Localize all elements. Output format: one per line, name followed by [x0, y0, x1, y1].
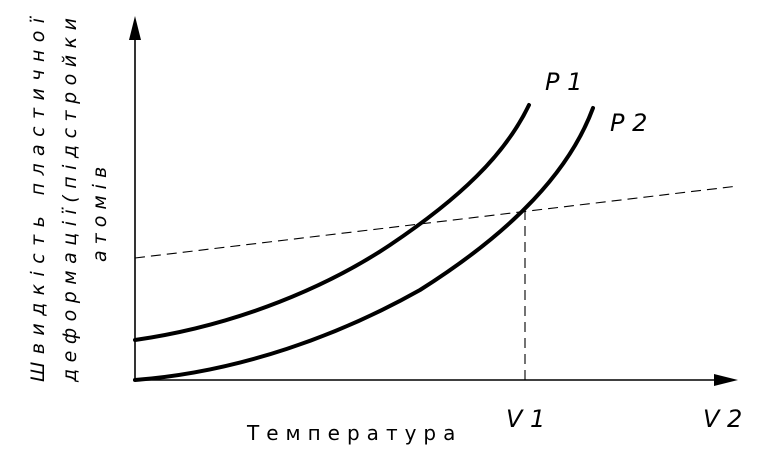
curve-label-p2: P 2: [610, 109, 647, 137]
y-axis-title-line-3: атомів: [89, 161, 111, 262]
y-axis-title-line-2: деформації(підстройки: [59, 12, 81, 383]
tick-label-v2: V 2: [703, 405, 742, 433]
y-axis-arrowhead: [129, 16, 141, 40]
curve-label-p1: P 1: [545, 68, 582, 96]
y-axis-title-line-1: Швидкість пластичної: [27, 12, 49, 382]
x-axis-arrowhead: [714, 374, 738, 386]
threshold-dashed-line: [134, 185, 739, 259]
tick-label-v1: V 1: [506, 405, 545, 433]
curve-p1: [133, 103, 531, 342]
curve-p2: [133, 106, 595, 382]
y-axis-title: Швидкість пластичної деформації(підстрой…: [27, 12, 111, 383]
y-axis: [129, 16, 141, 380]
x-axis-title: Температура: [246, 421, 462, 445]
x-axis: [133, 374, 738, 386]
